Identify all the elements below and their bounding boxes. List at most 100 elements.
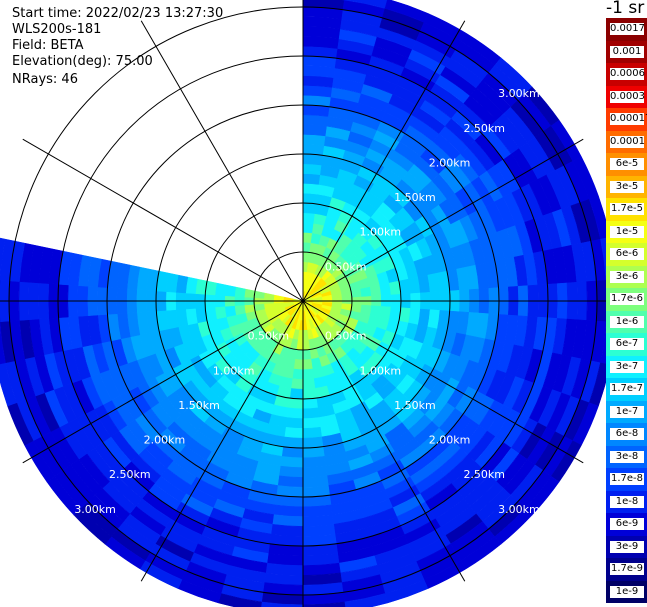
colorbar-cell: 1.7e-5 bbox=[606, 198, 647, 221]
beta-cell bbox=[260, 601, 304, 607]
range-ring-label: 2.50km bbox=[463, 468, 505, 481]
colorbar-tick-label: 0.0006 bbox=[610, 68, 645, 81]
beta-cell bbox=[283, 296, 294, 301]
beta-cell bbox=[302, 514, 334, 527]
colorbar-tick-label: 0.001 bbox=[610, 45, 644, 58]
beta-cell bbox=[302, 388, 317, 400]
azimuth-spoke bbox=[302, 300, 466, 582]
beta-cell bbox=[0, 321, 6, 365]
beta-cell bbox=[302, 417, 321, 429]
colorbar-cell: 1.7e-6 bbox=[606, 288, 647, 311]
field-label: Field: BETA bbox=[12, 38, 84, 53]
azimuth-spoke bbox=[22, 138, 304, 302]
colorbar-cell: 1.7e-8 bbox=[606, 468, 647, 491]
beta-cell bbox=[302, 173, 321, 185]
colorbar-cell: 6e-7 bbox=[606, 333, 647, 356]
colorbar-tick-label: 3e-5 bbox=[610, 180, 644, 193]
range-ring-label: 1.00km bbox=[360, 226, 402, 239]
beta-cell bbox=[253, 290, 265, 299]
beta-cell bbox=[344, 0, 388, 9]
colorbar-tick-label: 1.7e-9 bbox=[610, 563, 644, 576]
range-ring-label: 3.00km bbox=[74, 503, 116, 516]
beta-cell bbox=[360, 286, 372, 298]
beta-cell bbox=[302, 465, 328, 478]
colorbar-tick-label: 6e-6 bbox=[610, 248, 644, 261]
beta-cell bbox=[302, 153, 324, 166]
beta-cell bbox=[302, 114, 329, 127]
beta-cell bbox=[600, 237, 606, 281]
beta-cell bbox=[292, 368, 304, 380]
colorbar-tick-label: 1e-9 bbox=[610, 585, 644, 598]
colorbar-cell: 1.7e-7 bbox=[606, 378, 647, 401]
colorbar-tick-label: 3e-9 bbox=[610, 540, 644, 553]
colorbar-cell: 1.7e-9 bbox=[606, 558, 647, 581]
beta-cell bbox=[600, 321, 606, 365]
colorbar-tick-label: 3e-7 bbox=[610, 360, 644, 373]
beta-cell bbox=[272, 514, 304, 527]
beta-cell bbox=[224, 305, 237, 318]
colorbar-cell: 6e-9 bbox=[606, 513, 647, 536]
colorbar-cell: 0.001 bbox=[606, 40, 647, 63]
colorbar-unit-label: -1 sr bbox=[606, 0, 645, 18]
colorbar-tick-label: 1e-6 bbox=[610, 315, 644, 328]
beta-cell bbox=[302, 504, 333, 517]
beta-cell bbox=[282, 436, 304, 449]
colorbar-tick-label: 1.7e-7 bbox=[610, 383, 644, 396]
range-ring-label: 1.50km bbox=[394, 399, 436, 412]
colorbar-tick-label: 0.0003 bbox=[610, 90, 645, 103]
azimuth-spoke bbox=[140, 300, 304, 582]
beta-cell bbox=[290, 378, 304, 390]
beta-cell bbox=[302, 426, 322, 439]
beta-cell bbox=[302, 85, 333, 98]
colorbar-cell: 1e-8 bbox=[606, 490, 647, 513]
colorbar-cell: 0.00017 bbox=[606, 108, 647, 131]
range-ring-label: 0.50km bbox=[325, 260, 367, 273]
beta-cell bbox=[379, 282, 392, 296]
beta-cell bbox=[344, 593, 388, 607]
beta-cell bbox=[263, 292, 275, 300]
colorbar-cell: 1e-6 bbox=[606, 310, 647, 333]
beta-cell bbox=[302, 339, 310, 351]
range-ring-label: 1.50km bbox=[394, 191, 436, 204]
beta-cell bbox=[234, 286, 246, 298]
colorbar-cell: 6e-6 bbox=[606, 243, 647, 266]
colorbar-tick-label: 0.00017 bbox=[610, 113, 647, 126]
beta-cell bbox=[286, 407, 304, 419]
colorbar-tick-label: 6e-9 bbox=[610, 518, 644, 531]
start-time: Start time: 2022/02/23 13:27:30 bbox=[12, 6, 224, 21]
beta-cell bbox=[234, 304, 246, 316]
colorbar-tick-label: 1.7e-8 bbox=[610, 473, 644, 486]
beta-cell bbox=[302, 456, 326, 468]
beta-cell bbox=[302, 75, 334, 88]
beta-cell bbox=[273, 294, 285, 300]
beta-cell bbox=[302, 192, 318, 205]
colorbar-cell: 3e-8 bbox=[606, 445, 647, 468]
elevation-label: Elevation(deg): 75.00 bbox=[12, 54, 153, 69]
azimuth-spoke bbox=[302, 20, 466, 302]
beta-cell bbox=[302, 436, 324, 449]
colorbar-tick-label: 6e-5 bbox=[610, 158, 644, 171]
beta-cell bbox=[0, 362, 18, 407]
beta-cell bbox=[289, 388, 304, 400]
beta-cell bbox=[214, 282, 227, 296]
beta-cell bbox=[214, 306, 227, 320]
range-ring-label: 2.00km bbox=[429, 156, 471, 169]
range-ring-labels: 0.50km 0.50km 0.50km 1.00km 1.00km 1.00km 1.50… bbox=[74, 87, 539, 516]
beta-cell bbox=[302, 212, 316, 224]
range-ring-label: 3.00km bbox=[498, 503, 540, 516]
colorbar-tick-label: 0.0017 bbox=[610, 23, 645, 36]
beta-cell bbox=[302, 601, 346, 607]
polar-plot: 0.50km 0.50km 0.50km 1.00km 1.00km 1.00km 1.50… bbox=[0, 0, 606, 607]
beta-cells bbox=[0, 0, 606, 607]
range-ring-label: 2.00km bbox=[429, 434, 471, 447]
colorbar-tick-label: 1e-5 bbox=[610, 225, 644, 238]
colorbar-cell: 0.0006 bbox=[606, 63, 647, 86]
beta-cell bbox=[280, 456, 304, 468]
range-ring-label: 1.00km bbox=[360, 364, 402, 377]
colorbar-tick-label: 1.7e-5 bbox=[610, 203, 644, 216]
beta-cell bbox=[284, 426, 304, 439]
azimuth-spokes bbox=[0, 0, 606, 607]
range-ring-label: 0.50km bbox=[325, 330, 367, 343]
colorbar-tick-label: 3e-6 bbox=[610, 270, 644, 283]
range-ring-label: 2.50km bbox=[109, 468, 151, 481]
